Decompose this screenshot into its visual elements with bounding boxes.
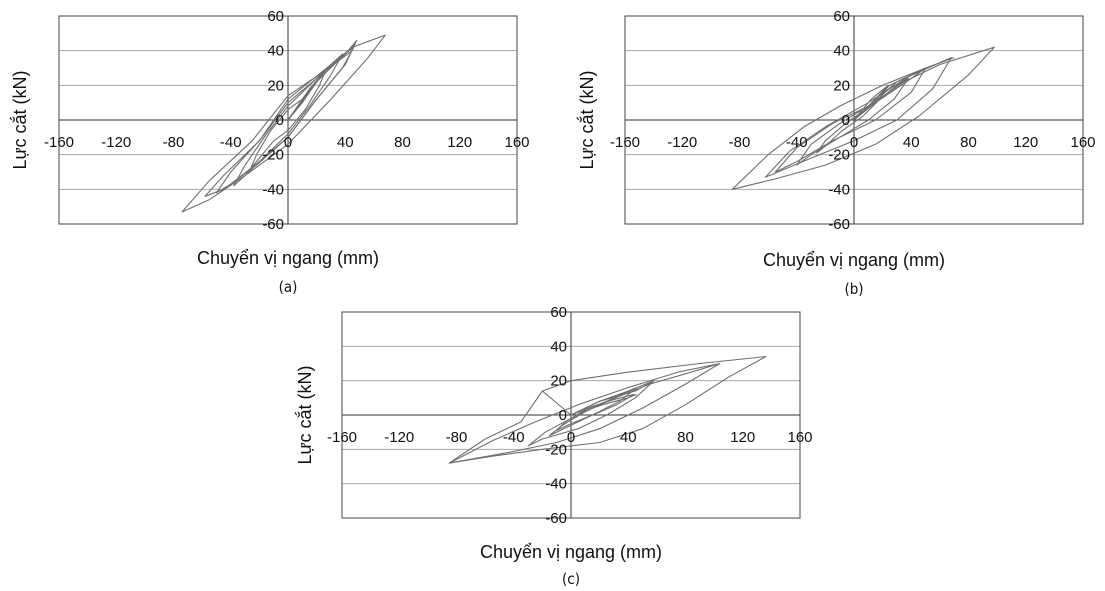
x-tick-label: 40: [337, 134, 354, 151]
x-tick-label: -80: [729, 134, 751, 151]
y-tick-label: -40: [545, 476, 567, 493]
y-tick-label: 40: [833, 43, 850, 60]
series-line-3: [215, 43, 356, 194]
chart-caption: (b): [844, 280, 863, 298]
x-tick-label: -80: [163, 134, 185, 151]
series-line-5: [448, 356, 767, 464]
x-tick-label: 80: [394, 134, 411, 151]
x-axis-title: Chuyển vị ngang (mm): [763, 250, 945, 270]
chart-caption: (c): [562, 570, 580, 588]
x-tick-label: 0: [284, 134, 292, 151]
series-line-4: [764, 57, 952, 178]
series-line-1: [556, 393, 638, 431]
x-tick-label: 160: [504, 134, 529, 151]
chart-c: -160 -120 -80 -40 0 40 80 120 160-60-40-20020406…: [294, 304, 813, 588]
x-tick-label: -80: [446, 429, 468, 446]
x-tick-label: 40: [620, 429, 637, 446]
x-tick-label: -160: [44, 134, 74, 151]
y-tick-label: 60: [267, 8, 284, 25]
y-tick-label: -60: [828, 216, 850, 233]
y-tick-label: 0: [842, 112, 850, 129]
y-tick-label: -60: [545, 510, 567, 527]
x-axis-title: Chuyển vị ngang (mm): [197, 248, 379, 268]
chart-a: -160 -120 -80 -40 0 40 80 120 160-60-40-20020406…: [9, 8, 530, 296]
y-tick-label: -40: [262, 181, 284, 198]
series-line-5: [181, 34, 386, 213]
y-axis-title: Lực cắt (kN): [294, 365, 315, 464]
x-tick-label: 80: [677, 429, 694, 446]
y-tick-label: 0: [276, 112, 284, 129]
x-tick-label: 120: [447, 134, 472, 151]
y-tick-label: 20: [833, 77, 850, 94]
y-tick-label: -60: [262, 216, 284, 233]
series-line-5: [731, 46, 995, 190]
y-tick-label: 0: [559, 407, 567, 424]
y-tick-label: -20: [828, 147, 850, 164]
y-tick-label: 40: [550, 338, 567, 355]
x-tick-label: 120: [730, 429, 755, 446]
y-tick-label: 60: [833, 8, 850, 25]
x-tick-label: 80: [960, 134, 977, 151]
x-tick-label: -120: [667, 134, 697, 151]
x-tick-label: 160: [787, 429, 812, 446]
x-tick-label: -40: [786, 134, 808, 151]
x-tick-label: 0: [850, 134, 858, 151]
x-tick-label: -40: [503, 429, 525, 446]
x-tick-label: 40: [903, 134, 920, 151]
x-tick-label: -40: [220, 134, 242, 151]
series-line-3: [527, 380, 655, 447]
y-axis-title: Lực cắt (kN): [9, 70, 30, 169]
y-axis-title: Lực cắt (kN): [576, 70, 597, 169]
y-tick-label: 20: [267, 77, 284, 94]
x-tick-label: -160: [610, 134, 640, 151]
y-tick-label: 20: [550, 373, 567, 390]
chart-caption: (a): [279, 278, 298, 296]
x-tick-label: 0: [567, 429, 575, 446]
series-line-1: [816, 84, 889, 154]
y-tick-label: -40: [828, 181, 850, 198]
series-line-4: [448, 362, 721, 464]
y-tick-label: 40: [267, 43, 284, 60]
x-tick-label: -120: [384, 429, 414, 446]
x-tick-label: 160: [1070, 134, 1095, 151]
y-tick-label: -20: [545, 441, 567, 458]
x-tick-label: 120: [1013, 134, 1038, 151]
chart-b: -160 -120 -80 -40 0 40 80 120 160-60-40-20020406…: [576, 8, 1096, 298]
y-tick-label: -20: [262, 147, 284, 164]
y-tick-label: 60: [550, 304, 567, 321]
x-tick-label: -120: [101, 134, 131, 151]
x-axis-title: Chuyển vị ngang (mm): [480, 542, 662, 562]
x-tick-label: -160: [327, 429, 357, 446]
series-line-4: [204, 39, 358, 197]
